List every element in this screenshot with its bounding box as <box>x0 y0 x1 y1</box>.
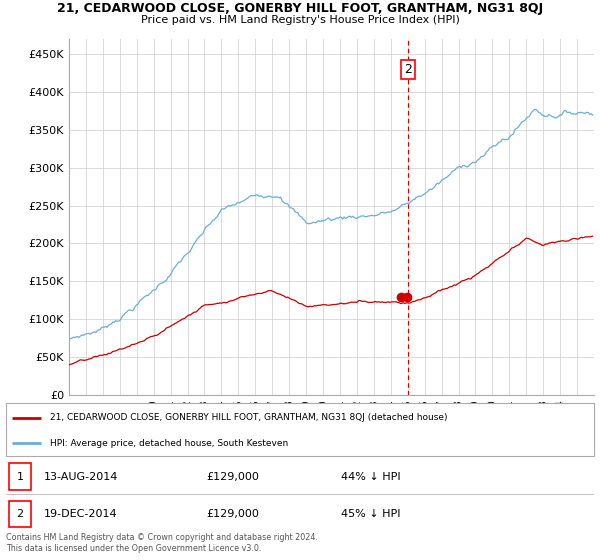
Text: 45% ↓ HPI: 45% ↓ HPI <box>341 509 401 519</box>
Text: £129,000: £129,000 <box>206 472 259 482</box>
Text: 13-AUG-2014: 13-AUG-2014 <box>44 472 119 482</box>
Text: £129,000: £129,000 <box>206 509 259 519</box>
Text: Contains HM Land Registry data © Crown copyright and database right 2024.
This d: Contains HM Land Registry data © Crown c… <box>6 533 318 553</box>
Text: 44% ↓ HPI: 44% ↓ HPI <box>341 472 401 482</box>
Text: Price paid vs. HM Land Registry's House Price Index (HPI): Price paid vs. HM Land Registry's House … <box>140 15 460 25</box>
Text: 19-DEC-2014: 19-DEC-2014 <box>44 509 118 519</box>
Text: 2: 2 <box>404 63 412 76</box>
Text: 2: 2 <box>17 509 23 519</box>
Text: 21, CEDARWOOD CLOSE, GONERBY HILL FOOT, GRANTHAM, NG31 8QJ (detached house): 21, CEDARWOOD CLOSE, GONERBY HILL FOOT, … <box>50 413 448 422</box>
Text: 1: 1 <box>17 472 23 482</box>
FancyBboxPatch shape <box>9 464 31 490</box>
Text: HPI: Average price, detached house, South Kesteven: HPI: Average price, detached house, Sout… <box>50 438 289 447</box>
Text: 21, CEDARWOOD CLOSE, GONERBY HILL FOOT, GRANTHAM, NG31 8QJ: 21, CEDARWOOD CLOSE, GONERBY HILL FOOT, … <box>57 2 543 15</box>
FancyBboxPatch shape <box>6 403 594 456</box>
FancyBboxPatch shape <box>9 501 31 527</box>
